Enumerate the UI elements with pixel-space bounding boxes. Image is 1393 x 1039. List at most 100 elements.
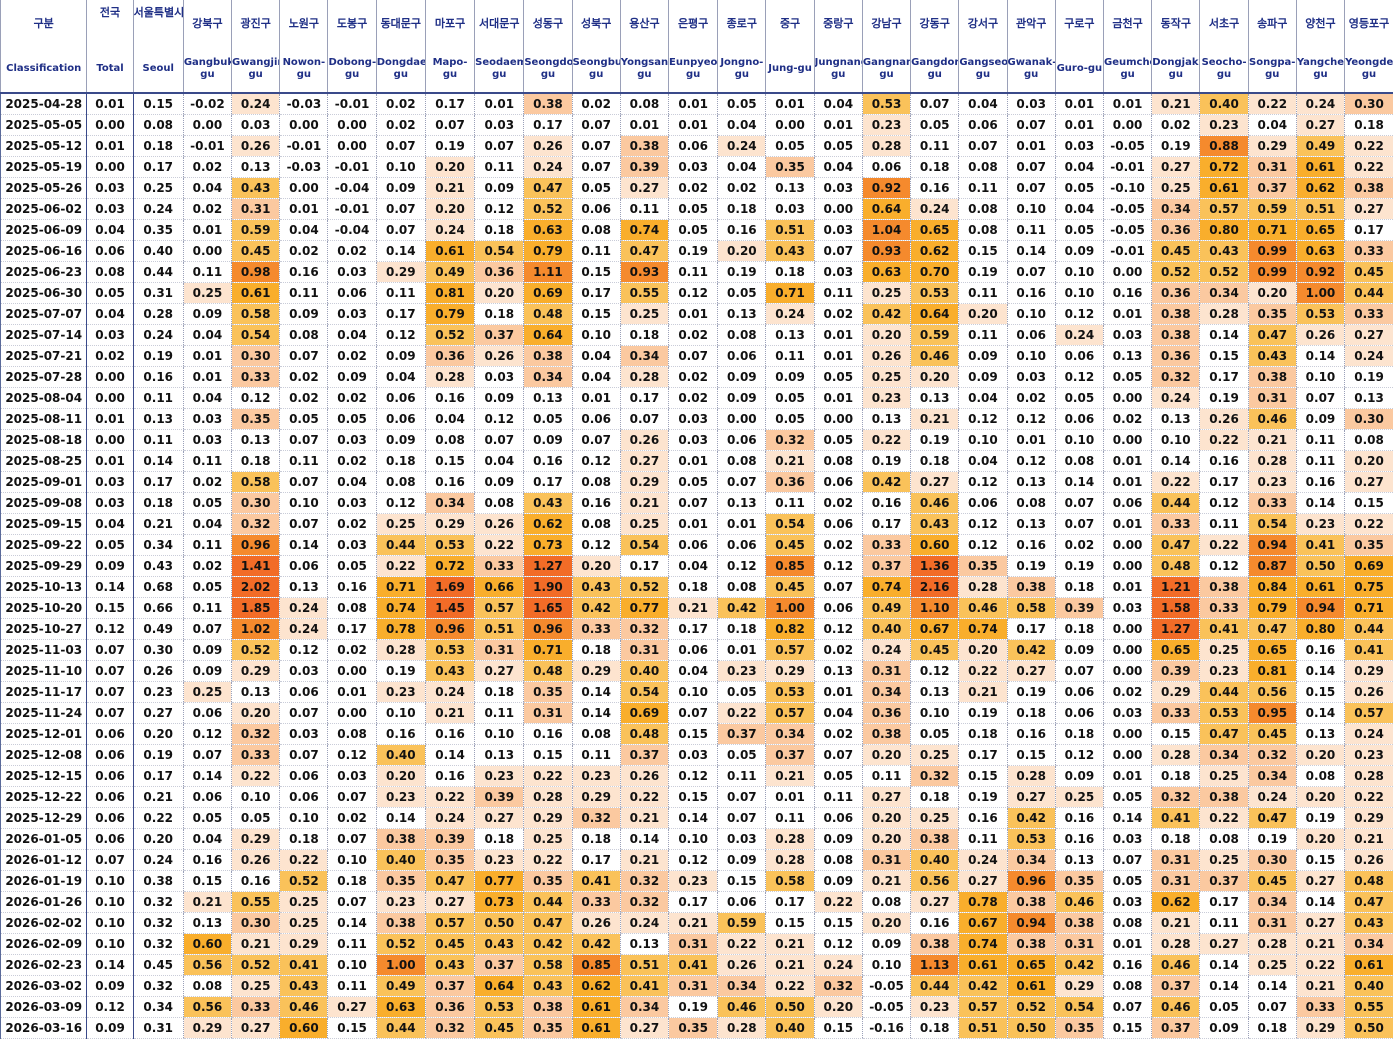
district-header-kor: 마포구 — [425, 0, 474, 46]
district-value-cell: 0.35 — [766, 157, 814, 178]
district-value-cell: 0.00 — [1103, 745, 1151, 766]
district-value-cell: 0.07 — [718, 808, 766, 829]
district-value-cell: 0.11 — [669, 262, 718, 283]
district-value-cell: 0.08 — [572, 724, 620, 745]
district-header-eng: Dongdaemun-gu — [376, 46, 425, 93]
district-value-cell: 0.07 — [1103, 850, 1151, 871]
district-value-cell: 0.22 — [1345, 157, 1393, 178]
district-value-cell: 0.21 — [1152, 93, 1200, 115]
district-value-cell: 0.27 — [620, 178, 668, 199]
nation-value-cell: 0.00 — [87, 157, 133, 178]
district-value-cell: 0.05 — [1200, 997, 1248, 1018]
district-value-cell: 0.22 — [425, 787, 474, 808]
district-value-cell: 0.06 — [376, 409, 425, 430]
district-header-kor: 구로구 — [1055, 0, 1103, 46]
district-value-cell: 0.35 — [669, 1018, 718, 1039]
district-value-cell: 0.19 — [1055, 556, 1103, 577]
week-date-cell: 2025-09-22 — [1, 535, 87, 556]
district-value-cell: 0.16 — [328, 577, 376, 598]
district-value-cell: 0.77 — [475, 871, 524, 892]
district-value-cell: 0.25 — [524, 829, 572, 850]
district-value-cell: 0.33 — [232, 997, 280, 1018]
district-value-cell: 0.19 — [718, 262, 766, 283]
district-value-cell: 0.08 — [1007, 493, 1055, 514]
district-value-cell: 0.24 — [524, 157, 572, 178]
district-value-cell: 0.10 — [1055, 283, 1103, 304]
district-value-cell: 0.08 — [959, 157, 1007, 178]
district-value-cell: 0.38 — [862, 724, 910, 745]
seoul-value-cell: 0.24 — [133, 850, 183, 871]
district-value-cell: 0.34 — [1345, 934, 1393, 955]
district-value-cell: 0.07 — [475, 136, 524, 157]
nation-value-cell: 0.07 — [87, 661, 133, 682]
district-value-cell: 0.25 — [1152, 178, 1200, 199]
district-value-cell: 0.44 — [524, 892, 572, 913]
district-value-cell: 0.38 — [1200, 787, 1248, 808]
district-value-cell: 0.64 — [524, 325, 572, 346]
district-header-kor: 동대문구 — [376, 0, 425, 46]
district-value-cell: 0.29 — [1055, 976, 1103, 997]
district-value-cell: 0.02 — [669, 367, 718, 388]
district-value-cell: 0.26 — [620, 766, 668, 787]
district-value-cell: 0.08 — [183, 976, 231, 997]
district-value-cell: 0.61 — [1200, 178, 1248, 199]
district-value-cell: 0.19 — [1345, 367, 1393, 388]
district-value-cell: 0.16 — [1055, 829, 1103, 850]
district-value-cell: 0.13 — [475, 745, 524, 766]
district-value-cell: 0.24 — [1345, 346, 1393, 367]
district-value-cell: 0.19 — [425, 136, 474, 157]
seoul-value-cell: 0.16 — [133, 367, 183, 388]
district-value-cell: 0.15 — [1152, 724, 1200, 745]
district-value-cell: 0.16 — [911, 178, 959, 199]
district-value-cell: -0.16 — [862, 1018, 910, 1039]
district-value-cell: 0.40 — [620, 661, 668, 682]
district-value-cell: 0.04 — [959, 451, 1007, 472]
district-value-cell: 0.07 — [183, 619, 231, 640]
district-value-cell: 0.44 — [1345, 283, 1393, 304]
week-date-cell: 2025-12-29 — [1, 808, 87, 829]
district-value-cell: 0.34 — [1152, 199, 1200, 220]
district-value-cell: 0.80 — [1200, 220, 1248, 241]
district-header-kor: 종로구 — [718, 0, 766, 46]
district-value-cell: 0.30 — [232, 346, 280, 367]
district-value-cell: 0.08 — [814, 850, 862, 871]
district-value-cell: 0.18 — [1345, 115, 1393, 136]
district-value-cell: 0.06 — [814, 472, 862, 493]
seoul-value-cell: 0.30 — [133, 640, 183, 661]
district-header-kor: 강동구 — [911, 0, 959, 46]
nation-value-cell: 0.04 — [87, 304, 133, 325]
district-value-cell: 0.21 — [1152, 913, 1200, 934]
district-value-cell: 0.22 — [524, 766, 572, 787]
district-value-cell: 0.10 — [328, 850, 376, 871]
district-value-cell: 0.08 — [572, 220, 620, 241]
district-value-cell: 0.35 — [524, 871, 572, 892]
seoul-value-cell: 0.11 — [133, 430, 183, 451]
district-value-cell: 0.30 — [1345, 409, 1393, 430]
district-value-cell: 0.22 — [376, 556, 425, 577]
nation-value-cell: 0.14 — [87, 955, 133, 976]
district-value-cell: 0.71 — [376, 577, 425, 598]
district-value-cell: 0.24 — [1248, 787, 1296, 808]
district-value-cell: 0.13 — [183, 913, 231, 934]
district-value-cell: 0.96 — [232, 535, 280, 556]
district-value-cell: 0.16 — [572, 493, 620, 514]
district-value-cell: 0.39 — [1152, 661, 1200, 682]
district-value-cell: 0.28 — [620, 367, 668, 388]
district-value-cell: 0.04 — [1248, 115, 1296, 136]
district-value-cell: 0.10 — [669, 829, 718, 850]
week-date-cell: 2025-09-08 — [1, 493, 87, 514]
district-value-cell: 0.27 — [475, 808, 524, 829]
district-value-cell: 0.19 — [911, 430, 959, 451]
district-value-cell: 0.18 — [1055, 619, 1103, 640]
district-value-cell: 0.07 — [280, 430, 328, 451]
district-value-cell: 0.72 — [1200, 157, 1248, 178]
district-value-cell: 0.19 — [669, 241, 718, 262]
district-value-cell: 0.01 — [1103, 93, 1151, 115]
district-value-cell: 0.09 — [718, 367, 766, 388]
district-value-cell: 0.09 — [814, 871, 862, 892]
district-value-cell: 0.01 — [1103, 472, 1151, 493]
